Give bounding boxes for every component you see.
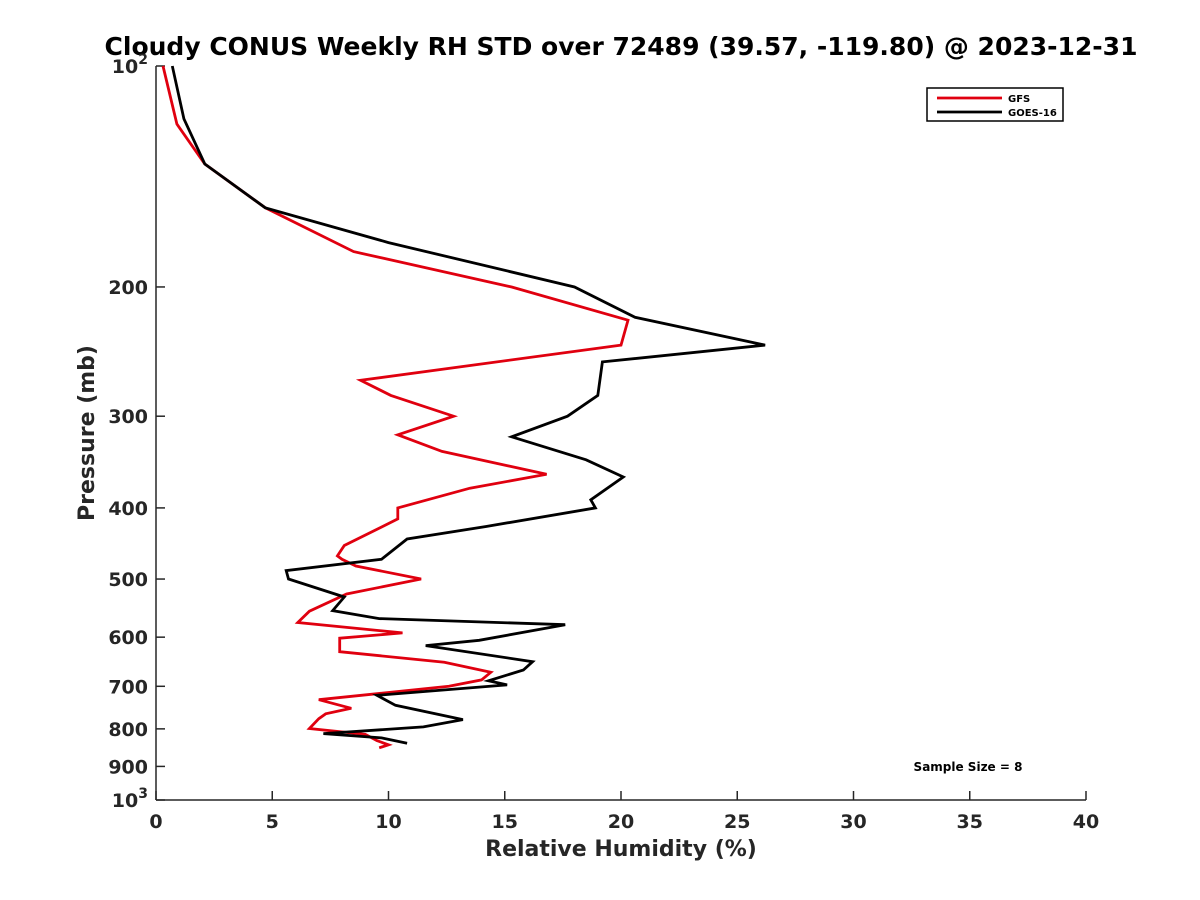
y-tick-label: 200 (108, 277, 148, 299)
y-tick-label: 400 (108, 498, 148, 520)
x-axis-label: Relative Humidity (%) (485, 837, 757, 862)
y-tick-label: 800 (108, 719, 148, 741)
x-tick-label: 35 (957, 811, 983, 833)
chart-title: Cloudy CONUS Weekly RH STD over 72489 (3… (105, 32, 1138, 61)
x-tick-label: 20 (608, 811, 634, 833)
sample-size-annotation: Sample Size = 8 (914, 760, 1023, 774)
y-tick-label: 103 (112, 786, 148, 812)
y-tick-label: 102 (112, 52, 148, 78)
legend-label: GFS (1008, 94, 1030, 105)
x-tick-label: 0 (149, 811, 162, 833)
series-line-goes-16 (170, 65, 766, 745)
y-ticks: 102 200 300 400 500 600 700 800 900 103 (108, 52, 165, 812)
legend: GFS GOES-16 (926, 87, 1064, 122)
legend-box (926, 87, 1064, 122)
x-tick-label: 10 (375, 811, 401, 833)
y-tick-label: 700 (108, 676, 148, 698)
y-tick-label: 500 (108, 569, 148, 591)
legend-label: GOES-16 (1008, 108, 1057, 119)
series-lines (161, 65, 766, 750)
x-tick-label: 40 (1073, 811, 1099, 833)
x-tick-label: 15 (492, 811, 518, 833)
plot-area: 0 5 10 15 20 25 30 35 40 102 200 300 400 500 600 700 80… (108, 52, 1099, 833)
x-ticks: 0 5 10 15 20 25 30 35 40 (149, 791, 1099, 833)
legend-items: GFS GOES-16 (937, 94, 1057, 119)
series-line-gfs (161, 65, 630, 750)
x-tick-label: 25 (724, 811, 750, 833)
x-tick-label: 5 (266, 811, 279, 833)
x-tick-label: 30 (840, 811, 866, 833)
y-axis-label: Pressure (mb) (75, 345, 100, 521)
y-tick-label: 300 (108, 406, 148, 428)
y-tick-label: 900 (108, 756, 148, 778)
y-tick-label: 600 (108, 627, 148, 649)
